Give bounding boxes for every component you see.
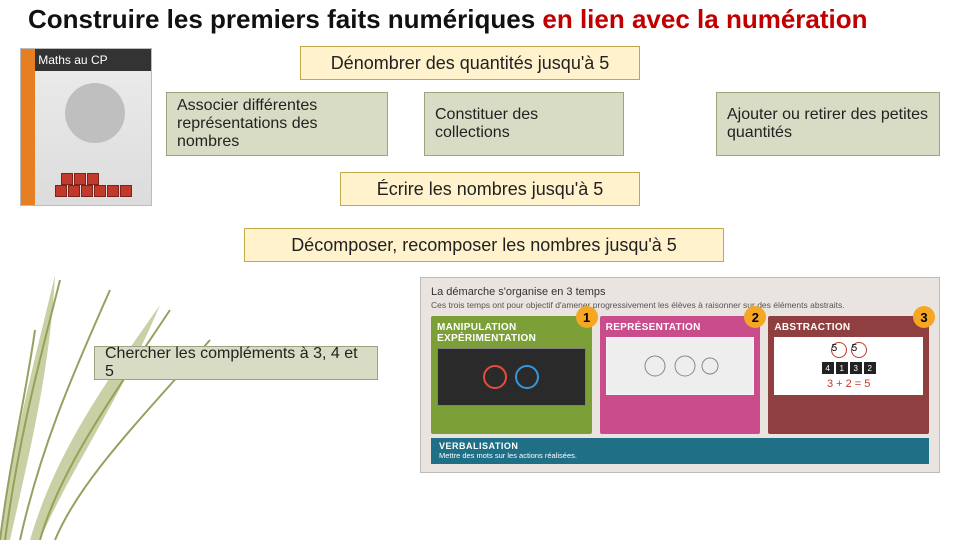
sq-2: 3 (850, 362, 862, 374)
grass-decoration (0, 250, 230, 540)
box-chercher: Chercher les compléments à 3, 4 et 5 (94, 346, 378, 380)
box-ajouter-text: Ajouter ou retirer des petites quantités (727, 106, 929, 142)
phase-badge-1: 1 (576, 306, 598, 328)
phase-img-3: 55 4 1 3 2 3 + 2 = 5 (774, 337, 923, 395)
phase-badge-3: 3 (913, 306, 935, 328)
box-associer-text: Associer différentes représentations des… (177, 97, 377, 151)
sq-1: 1 (836, 362, 848, 374)
box-constituer-text: Constituer des collections (435, 106, 613, 142)
phases-panel: La démarche s'organise en 3 temps Ces tr… (420, 277, 940, 473)
box-denombrer-text: Dénombrer des quantités jusqu'à 5 (331, 53, 610, 74)
phase-card-1: 1 MANIPULATION EXPÉRIMENTATION (431, 316, 592, 434)
box-denombrer: Dénombrer des quantités jusqu'à 5 (300, 46, 640, 80)
dots-row: 55 (829, 342, 869, 358)
phase-badge-2: 2 (744, 306, 766, 328)
box-decomposer: Décomposer, recomposer les nombres jusqu… (244, 228, 724, 262)
verbal-title: VERBALISATION (439, 441, 518, 451)
verbal-sub: Mettre des mots sur les actions réalisée… (439, 451, 921, 460)
sq-0: 4 (822, 362, 834, 374)
phase-card-2: 2 REPRÉSENTATION (600, 316, 761, 434)
phases-row: 1 MANIPULATION EXPÉRIMENTATION 2 REPRÉSE… (431, 316, 929, 434)
sq-3: 2 (864, 362, 876, 374)
phase-title-3: ABSTRACTION (774, 322, 923, 333)
character-face (65, 83, 125, 143)
phases-lead: La démarche s'organise en 3 temps (431, 286, 929, 298)
title-red: en lien avec la numération (542, 4, 867, 34)
book-title: Maths au CP (38, 53, 107, 67)
box-ajouter: Ajouter ou retirer des petites quantités (716, 92, 940, 156)
box-ecrire-text: Écrire les nombres jusqu'à 5 (377, 179, 604, 200)
equation: 3 + 2 = 5 (827, 378, 870, 390)
box-decomposer-text: Décomposer, recomposer les nombres jusqu… (291, 235, 677, 256)
title-black: Construire les premiers faits numériques (28, 4, 542, 34)
sq-row: 4 1 3 2 (822, 362, 876, 374)
book-illustration (35, 71, 151, 205)
box-associer: Associer différentes représentations des… (166, 92, 388, 156)
box-constituer: Constituer des collections (424, 92, 624, 156)
slide: Construire les premiers faits numériques… (0, 0, 960, 540)
phase-img-1 (437, 348, 586, 406)
phase-title-1a: MANIPULATION (437, 322, 586, 333)
book-cover: ● Maths au CP (20, 48, 152, 206)
phases-sub: Ces trois temps ont pour objectif d'amen… (431, 300, 929, 310)
phase-title-2: REPRÉSENTATION (606, 322, 755, 333)
red-cubes (55, 171, 145, 197)
slide-title: Construire les premiers faits numériques… (28, 4, 938, 35)
book-spine (21, 49, 35, 205)
phase-title-1b: EXPÉRIMENTATION (437, 333, 586, 344)
box-chercher-text: Chercher les compléments à 3, 4 et 5 (105, 345, 367, 381)
box-ecrire: Écrire les nombres jusqu'à 5 (340, 172, 640, 206)
book-header: ● Maths au CP (21, 49, 151, 71)
phase-card-3: 3 ABSTRACTION 55 4 1 3 2 3 + 2 = 5 (768, 316, 929, 434)
verbalisation-bar: VERBALISATION Mettre des mots sur les ac… (431, 438, 929, 464)
phase-img-2 (606, 337, 755, 395)
